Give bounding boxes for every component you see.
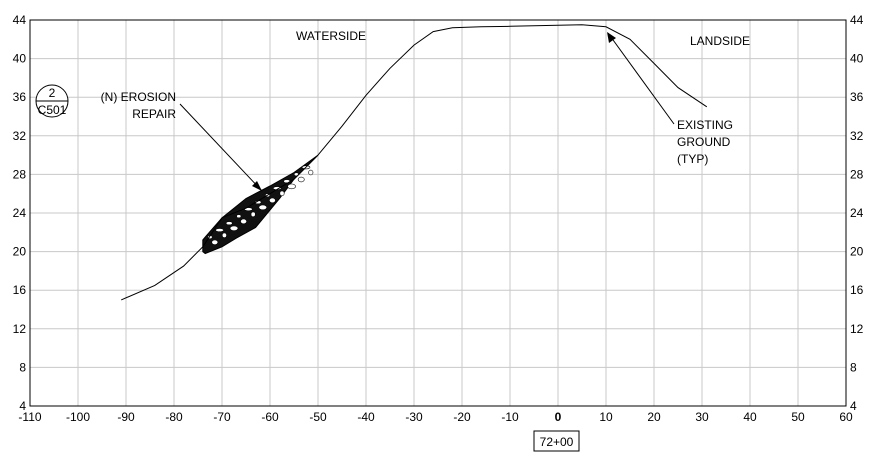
y-tick-label-right: 32	[850, 129, 864, 143]
x-tick-label: -10	[501, 410, 519, 424]
x-tick-label: -100	[66, 410, 90, 424]
repair-rock	[308, 169, 314, 176]
repair-rock	[215, 228, 224, 233]
repair-rock	[279, 190, 285, 197]
erosion-label-line2: REPAIR	[132, 107, 176, 121]
y-tick-label-right: 36	[850, 90, 864, 104]
repair-rock	[297, 176, 305, 183]
repair-rock	[268, 197, 276, 204]
repair-rock	[287, 183, 296, 190]
y-tick-label-left: 36	[13, 90, 27, 104]
erosion-repair-area	[202, 154, 319, 255]
landside-label: LANDSIDE	[690, 34, 750, 48]
erosion-leader-line	[179, 103, 263, 192]
plot-frame	[29, 19, 847, 407]
y-tick-label-left: 16	[13, 283, 27, 297]
existing-ground-line	[121, 24, 708, 301]
station-label: 72+00	[540, 435, 574, 449]
y-tick-label-right: 12	[850, 322, 864, 336]
erosion-leader-arrowhead	[252, 181, 262, 191]
x-tick-label: -60	[261, 410, 279, 424]
x-tick-label: -70	[213, 410, 231, 424]
y-tick-label-left: 40	[13, 52, 27, 66]
y-tick-label-left: 12	[13, 322, 27, 336]
existing-ground-label-line1: EXISTING	[677, 118, 733, 132]
x-tick-label: -110	[18, 410, 41, 424]
tick-labels: -110 -100 -90 -80 -70 -60 -50 -40 -30 -20 -10 0 10 20…	[13, 13, 864, 424]
y-tick-label-left: 4	[19, 399, 26, 413]
y-tick-label-right: 16	[850, 283, 864, 297]
x-tick-label: 20	[647, 410, 661, 424]
x-tick-label: 10	[599, 410, 613, 424]
x-tick-label: 40	[743, 410, 757, 424]
y-tick-label-right: 20	[850, 245, 864, 259]
x-tick-label: 60	[839, 410, 853, 424]
y-tick-label-left: 20	[13, 245, 27, 259]
y-tick-label-right: 4	[850, 399, 857, 413]
detail-sheet: C501	[38, 103, 67, 117]
repair-rock	[236, 214, 242, 219]
y-tick-label-right: 28	[850, 167, 864, 181]
waterside-label: WATERSIDE	[296, 29, 366, 43]
x-tick-label: -30	[405, 410, 423, 424]
x-tick-label: -40	[357, 410, 375, 424]
y-tick-label-right: 8	[850, 360, 857, 374]
y-tick-label-left: 28	[13, 167, 27, 181]
y-tick-label-right: 24	[850, 206, 864, 220]
erosion-label-line1: (N) EROSION	[101, 90, 176, 104]
y-tick-label-right: 44	[850, 13, 864, 27]
x-tick-label: -50	[309, 410, 327, 424]
repair-rock	[258, 204, 268, 211]
y-tick-label-left: 8	[19, 360, 26, 374]
repair-rock	[250, 211, 256, 218]
x-tick-label: -80	[165, 410, 183, 424]
detail-callout-bubble[interactable]: 2 C501	[35, 84, 69, 118]
x-tick-label: 0	[555, 410, 562, 424]
repair-rock	[211, 239, 219, 246]
y-tick-label-left: 24	[13, 206, 27, 220]
y-tick-label-left: 32	[13, 129, 27, 143]
existing-ground-label-line2: GROUND	[677, 135, 731, 149]
repair-rock	[229, 225, 239, 232]
y-tick-label-right: 40	[850, 52, 864, 66]
station-box	[533, 430, 580, 452]
erosion-repair-fill	[202, 154, 319, 255]
x-tick-label: -20	[453, 410, 471, 424]
x-tick-label: -90	[117, 410, 135, 424]
existing-ground-leader-arrowhead	[607, 32, 616, 43]
y-tick-label-left: 44	[13, 13, 27, 27]
grid	[30, 20, 846, 406]
repair-rock	[225, 221, 233, 226]
existing-ground-label-line3: (TYP)	[677, 152, 708, 166]
existing-ground-leader-line	[607, 32, 675, 125]
x-tick-label: 30	[695, 410, 709, 424]
repair-rock	[221, 232, 227, 239]
detail-number: 2	[49, 86, 56, 100]
repair-rock	[240, 218, 247, 225]
x-tick-label: 50	[791, 410, 805, 424]
